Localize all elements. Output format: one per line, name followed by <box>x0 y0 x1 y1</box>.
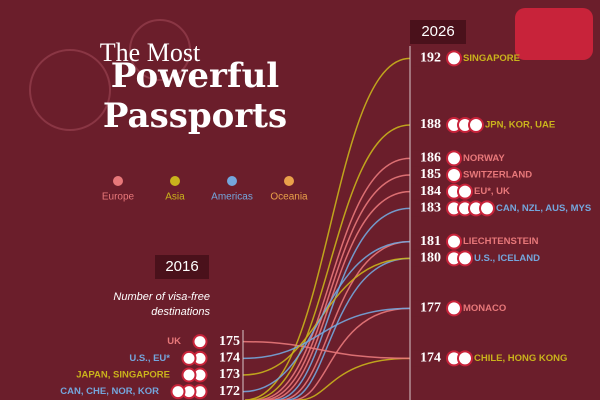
value-label: 174 <box>420 351 441 366</box>
flag <box>457 350 473 367</box>
subtitle: Number of visa-free destinations <box>113 291 210 318</box>
year-label: 2016 <box>165 258 198 275</box>
entry-bg <box>411 233 441 250</box>
flag <box>181 367 197 383</box>
entry-bg <box>411 300 441 317</box>
title-emphasis: Powerful Passports <box>102 56 288 136</box>
flag <box>468 117 484 133</box>
value-label: 180 <box>420 251 441 266</box>
value-label: 173 <box>219 367 240 382</box>
flag <box>446 233 462 250</box>
year-box <box>155 255 209 279</box>
flag <box>446 50 462 67</box>
logo <box>515 8 593 60</box>
country-label: JAPAN, SINGAPORE <box>76 370 170 381</box>
flow-line <box>286 257 411 400</box>
entry-bg <box>411 150 441 167</box>
value-label: 185 <box>420 167 441 182</box>
flag <box>446 300 462 317</box>
value-label: 188 <box>420 117 441 132</box>
flag <box>446 167 462 183</box>
flag <box>479 200 495 217</box>
entry-bg <box>411 167 441 183</box>
legend-dot <box>170 176 180 186</box>
flag <box>192 334 208 350</box>
legend-dot <box>227 176 237 186</box>
flag <box>457 183 473 200</box>
flag <box>446 150 462 167</box>
flow-line <box>268 190 411 400</box>
value-label: 177 <box>420 301 441 316</box>
value-label: 186 <box>420 151 441 166</box>
flow-line <box>250 124 411 400</box>
decoration <box>129 19 191 81</box>
entry-bg <box>411 117 441 133</box>
flow-line <box>298 357 411 400</box>
flow-line <box>292 307 411 400</box>
value-label: 192 <box>420 51 441 66</box>
value-label: 172 <box>219 384 240 399</box>
year-box <box>410 20 466 44</box>
flow-line <box>262 174 411 400</box>
country-label: CAN, NZL, AUS, MYS <box>496 203 591 214</box>
country-label: NORWAY <box>463 153 505 164</box>
legend-dot <box>284 176 294 186</box>
flag <box>457 250 473 267</box>
country-label: EU*, UK <box>474 186 510 197</box>
country-label: SWITZERLAND <box>463 170 532 181</box>
legend-dot <box>113 176 123 186</box>
country-label: CAN, CHE, NOR, KOR <box>60 386 159 397</box>
value-label: 184 <box>420 184 441 199</box>
flag <box>170 384 186 400</box>
flow-line <box>242 307 411 360</box>
flow-line <box>280 240 411 400</box>
country-label: JPN, KOR, UAE <box>485 120 555 131</box>
flow-line <box>244 57 411 400</box>
legend-label: Oceania <box>270 192 308 203</box>
country-label: CHILE, HONG KONG <box>474 353 567 364</box>
entry-bg <box>411 200 441 217</box>
country-label: LIECHTENSTEIN <box>463 236 539 247</box>
decoration <box>29 49 111 131</box>
flag <box>181 350 197 366</box>
year-label: 2026 <box>421 23 454 40</box>
entry-bg <box>411 183 441 200</box>
legend-label: Asia <box>165 192 185 203</box>
country-label: SINGAPORE <box>463 53 520 64</box>
legend-label: Europe <box>102 192 135 203</box>
entry-bg <box>411 50 441 67</box>
country-label: UK <box>167 336 181 347</box>
country-label: U.S., ICELAND <box>474 253 540 264</box>
entry-bg <box>411 250 441 267</box>
value-label: 174 <box>219 351 240 366</box>
flow-line <box>242 340 411 360</box>
entry-bg <box>411 350 441 367</box>
legend-label: Americas <box>211 192 253 203</box>
flow-line <box>274 207 411 400</box>
flow-line <box>242 240 411 393</box>
value-label: 175 <box>219 334 240 349</box>
value-label: 183 <box>420 201 441 216</box>
country-label: MONACO <box>463 303 506 314</box>
country-label: U.S., EU* <box>129 353 170 364</box>
value-label: 181 <box>420 234 441 249</box>
title: The Most <box>99 38 201 67</box>
flow-line <box>256 157 411 400</box>
